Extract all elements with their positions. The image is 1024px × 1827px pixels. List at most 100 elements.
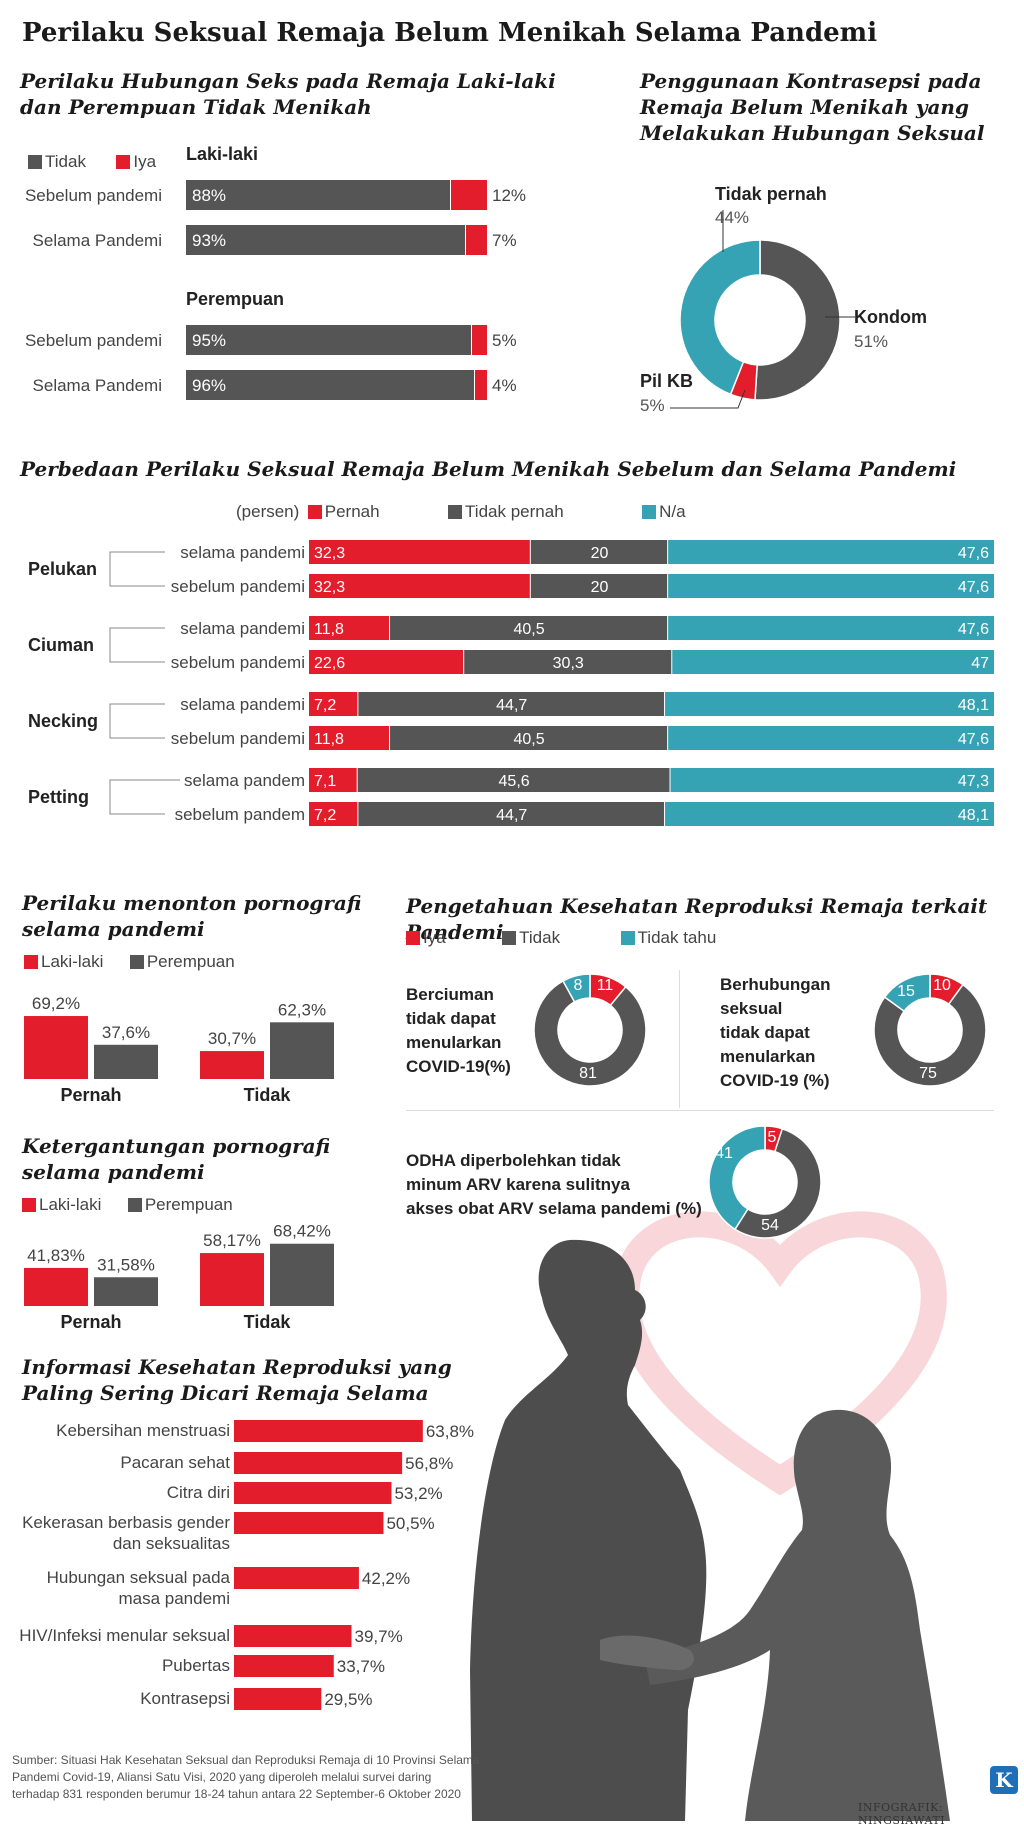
bar-tidak: [186, 225, 465, 255]
bar-label-iya: 4%: [492, 376, 517, 395]
slice-value: 5: [768, 1129, 777, 1146]
bar: [94, 1044, 158, 1079]
row-label: dan seksualitas: [113, 1534, 230, 1553]
row-label: sebelum pandem: [175, 805, 305, 824]
woman-silhouette: [645, 1409, 950, 1821]
bar-segment: [358, 692, 665, 716]
bar-value: 58,17%: [203, 1231, 261, 1250]
slice-value: 44%: [715, 208, 749, 227]
couple-illustration: [470, 1211, 950, 1821]
bar-segment: [464, 650, 672, 674]
sec6-title: Pengetahuan Kesehatan Reproduksi Remaja …: [406, 894, 988, 944]
row-label: Kebersihan menstruasi: [56, 1421, 230, 1440]
legend-perempuan: Perempuan: [127, 1195, 233, 1214]
bar-value: 68,42%: [273, 1222, 331, 1241]
bar-segment: [668, 540, 994, 564]
bar-value: 30,7%: [208, 1029, 256, 1048]
bar: [200, 1253, 264, 1306]
bar-segment: [665, 692, 994, 716]
slice-value: 5%: [640, 396, 665, 415]
chart-ketergantungan-pornografi: 41,83% 31,58% Pernah 58,17% 68,42% Tidak: [24, 1222, 334, 1332]
bar-segment: [670, 768, 994, 792]
bar-value: 42,2%: [362, 1569, 410, 1588]
bar-value: 33,7%: [337, 1657, 385, 1676]
donut-title: COVID-19 (%): [720, 1071, 830, 1090]
donut-slice: [733, 1127, 822, 1239]
bar-label-tidak: 96%: [192, 376, 226, 395]
bar-label: 47,6: [958, 579, 989, 596]
slice-value: 54: [761, 1217, 779, 1234]
bar-value: 29,5%: [324, 1690, 372, 1709]
chart-informasi-dicari: Kebersihan menstruasi 63,8% Pacaran sehat 5…: [19, 1420, 474, 1710]
sec6-legend: Iya Tidak Tidak tahu: [406, 928, 742, 948]
row-label: Sebelum pandemi: [25, 186, 162, 205]
sec4-legend: Laki-laki Perempuan: [24, 952, 261, 972]
slice-value: 51%: [854, 332, 888, 351]
bar-label: 32,3: [314, 579, 345, 596]
bar-segment: [357, 768, 670, 792]
row-label: selama pandemi: [180, 619, 305, 638]
bar-value: 56,8%: [405, 1454, 453, 1473]
donut-slice: [679, 239, 761, 396]
page-title: Perilaku Seksual Remaja Belum Menikah Se…: [22, 18, 878, 48]
bar-iya: [466, 225, 487, 255]
bar-segment: [668, 616, 994, 640]
category-label: Pernah: [60, 1312, 121, 1332]
legend-iya: Iya: [116, 152, 156, 171]
sec2-title: Penggunaan Kontrasepsi pada Remaja Belum…: [640, 68, 984, 146]
source-note: Sumber: Situasi Hak Kesehatan Seksual da…: [12, 1753, 480, 1801]
bar-label: 22,6: [314, 655, 345, 672]
bar-label-tidak: 93%: [192, 231, 226, 250]
row-label: Hubungan seksual pada: [47, 1568, 231, 1587]
bar-segment: [530, 574, 668, 598]
row-label: selama pandemi: [180, 543, 305, 562]
bar: [200, 1051, 264, 1079]
legend-laki: Laki-laki: [22, 1195, 101, 1214]
sec5-title: Ketergantungan pornografi selama pandemi: [22, 1134, 331, 1184]
legend-iya: Iya: [406, 928, 446, 947]
credit: INFOGRAFIK: NINGSIAWATI: [858, 1801, 946, 1827]
bar-label: 7,1: [314, 773, 336, 790]
donut-title: Berciuman: [406, 985, 494, 1004]
row-label: Pubertas: [162, 1656, 230, 1675]
slice-value: 41: [715, 1145, 733, 1162]
bar-iya: [472, 325, 487, 355]
bar-label: 47,6: [958, 731, 989, 748]
row-label: Kekerasan berbasis gender: [22, 1513, 230, 1532]
donut-title: tidak dapat: [406, 1009, 496, 1028]
bar-label: 20: [591, 579, 609, 596]
bar-value: 69,2%: [32, 994, 80, 1013]
row-label: Citra diri: [167, 1483, 230, 1502]
row-label: sebelum pandemi: [171, 729, 305, 748]
chart-perilaku-seksual: Pelukan selama pandemi 32,3 20 47,6 sebelum p…: [28, 540, 994, 826]
group-bracket: [109, 779, 180, 815]
donut-slice: [708, 1125, 766, 1231]
bar: [270, 1022, 334, 1079]
legend-swatch-red: [307, 505, 322, 519]
slice-value: 81: [579, 1065, 597, 1082]
slice-name: Tidak pernah: [715, 184, 827, 204]
donut-slice: [883, 973, 931, 1013]
donut-title: menularkan: [720, 1047, 815, 1066]
category-label: Tidak: [244, 1085, 292, 1105]
sec1-title-line2: dan Perempuan Tidak Menikah: [20, 95, 372, 119]
bar: [24, 1016, 88, 1079]
bar-label: 47,6: [958, 545, 989, 562]
bar-label: 32,3: [314, 545, 345, 562]
slice-value: 75: [919, 1065, 937, 1082]
slice-name: Pil KB: [640, 371, 693, 391]
group-label: Necking: [28, 711, 98, 731]
bar-iya: [451, 180, 487, 210]
donut-title: Berhubungan: [720, 975, 831, 994]
bar-label-tidak: 88%: [192, 186, 226, 205]
row-label: HIV/Infeksi menular seksual: [19, 1626, 230, 1645]
legend-swatch-teal: [642, 505, 657, 519]
sec5-legend: Laki-laki Perempuan: [22, 1195, 259, 1215]
chart-kontrasepsi: Kondom 51% Pil KB 5% Tidak pernah 44%: [640, 184, 927, 415]
bar-value: 63,8%: [426, 1422, 474, 1441]
bar-label: 30,3: [553, 655, 584, 672]
legend-tidak: Tidak: [28, 152, 86, 171]
group-bracket: [109, 627, 165, 663]
leader-line: [670, 389, 746, 409]
bar-segment: [530, 540, 668, 564]
